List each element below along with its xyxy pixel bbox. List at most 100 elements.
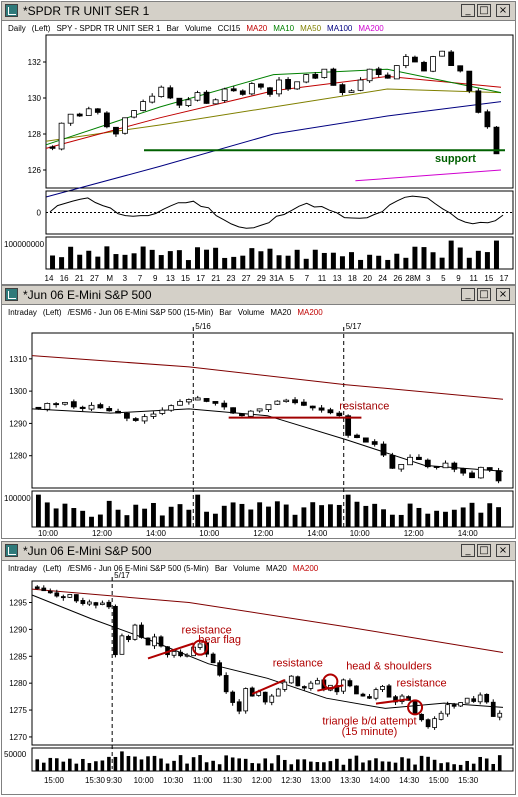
volume-bar [354, 501, 360, 527]
volume-bar [374, 758, 378, 771]
x-tick-label: 23 [227, 274, 236, 283]
candle-body [354, 685, 359, 695]
volume-bar [267, 248, 273, 269]
resistance-annotation: resistance [273, 657, 323, 669]
volume-bar [250, 763, 255, 771]
maximize-button[interactable]: □ [477, 4, 491, 17]
candle-body [471, 698, 477, 702]
volume-bar [89, 516, 94, 527]
close-button[interactable]: × [496, 544, 510, 557]
volume-bar [330, 252, 336, 269]
triangle-trendline [375, 698, 409, 705]
candle-body [94, 108, 101, 113]
volume-bar [68, 246, 74, 269]
candle-body [247, 410, 254, 417]
volume-bar [230, 502, 236, 527]
y-tick-label: 1275 [9, 706, 27, 715]
minimize-button[interactable]: _ [461, 288, 475, 301]
candle-body [73, 594, 79, 602]
candle-body [309, 405, 316, 409]
candle-body [100, 602, 105, 605]
candle-body [276, 79, 282, 95]
x-tick-label: 27 [242, 274, 251, 283]
x-tick-label: 11 [318, 274, 327, 283]
x-tick-label: 5 [441, 274, 446, 283]
x-tick-label: 12:30 [281, 776, 302, 785]
x-tick-label: 17 [196, 274, 205, 283]
volume-bar [77, 254, 83, 269]
x-tick-label: 13 [333, 274, 342, 283]
candle-body [76, 113, 83, 117]
volume-bar [421, 247, 427, 269]
candle-body [430, 56, 436, 72]
window-title-bar[interactable]: *Jun 06 E-Mini S&P 500 _ □ × [2, 542, 515, 561]
candle-body [88, 404, 95, 410]
candle-body [458, 702, 464, 707]
candle-body [122, 117, 128, 134]
x-tick-label: 20 [363, 274, 372, 283]
maximize-button[interactable]: □ [477, 288, 491, 301]
session-date-label: 5/17 [346, 322, 362, 331]
window-title: *Jun 06 E-Mini S&P 500 [23, 288, 152, 302]
candle-body [221, 402, 228, 408]
highlight-circle [192, 639, 209, 656]
x-tick-label: 13:00 [311, 776, 332, 785]
candle-body [141, 416, 148, 422]
maximize-button[interactable]: □ [477, 544, 491, 557]
window-title-bar[interactable]: *SPDR TR UNIT SER 1 _ □ × [2, 2, 515, 21]
volume-bar [204, 511, 209, 527]
volume-bar [451, 509, 457, 527]
volume-bar [367, 760, 372, 771]
resistance-annotation: resistance [339, 401, 389, 413]
candle-body [34, 586, 40, 589]
x-tick-label: 14 [45, 274, 54, 283]
volume-bar [491, 763, 496, 771]
x-tick-label: 11 [470, 274, 479, 283]
volume-bar [50, 255, 56, 269]
plot-frame [45, 34, 514, 189]
volume-bar [301, 507, 307, 527]
candle-body [158, 636, 164, 647]
x-tick-label: 11:00 [193, 776, 213, 785]
close-button[interactable]: × [496, 4, 510, 17]
candle-body [466, 70, 473, 92]
candle-body [312, 73, 319, 79]
window-title-bar[interactable]: *Jun 06 E-Mini S&P 500 _ □ × [2, 286, 515, 305]
close-button[interactable]: × [496, 288, 510, 301]
legend-item: Bar [166, 24, 179, 33]
candle-body [239, 90, 246, 95]
candle-body [150, 413, 157, 417]
legend-item: Volume [238, 308, 265, 317]
candle-body [178, 651, 183, 657]
x-tick-label: 29 [257, 274, 266, 283]
session-date-label: 5/17 [114, 571, 130, 580]
x-tick-label: 26 [393, 274, 402, 283]
plot-frame [31, 490, 514, 528]
minimize-button[interactable]: _ [461, 4, 475, 17]
x-tick-label: 5 [289, 274, 294, 283]
resistance-annotation: resistance [397, 677, 447, 689]
candle-body [203, 91, 210, 104]
volume-bar [106, 500, 112, 527]
x-tick-label: 9 [153, 274, 158, 283]
volume-bar [478, 512, 484, 527]
candle-body [412, 699, 418, 715]
volume-bar [140, 246, 146, 269]
minimize-button[interactable]: _ [461, 544, 475, 557]
candle-body [35, 406, 42, 410]
cci-line [49, 195, 504, 229]
volume-bar [335, 758, 339, 771]
x-tick-label: 9 [456, 274, 461, 283]
x-tick-label: M [106, 274, 113, 283]
candle-body [330, 68, 337, 86]
volume-bar [217, 764, 222, 771]
legend-item: (Left) [43, 308, 62, 317]
candle-body [41, 587, 47, 592]
candle-body [373, 689, 379, 699]
candle-body [158, 86, 165, 98]
candle-body [53, 403, 60, 406]
candle-body [412, 56, 418, 63]
volume-bar [349, 252, 355, 269]
volume-bar [195, 494, 201, 527]
volume-bar [177, 504, 183, 527]
